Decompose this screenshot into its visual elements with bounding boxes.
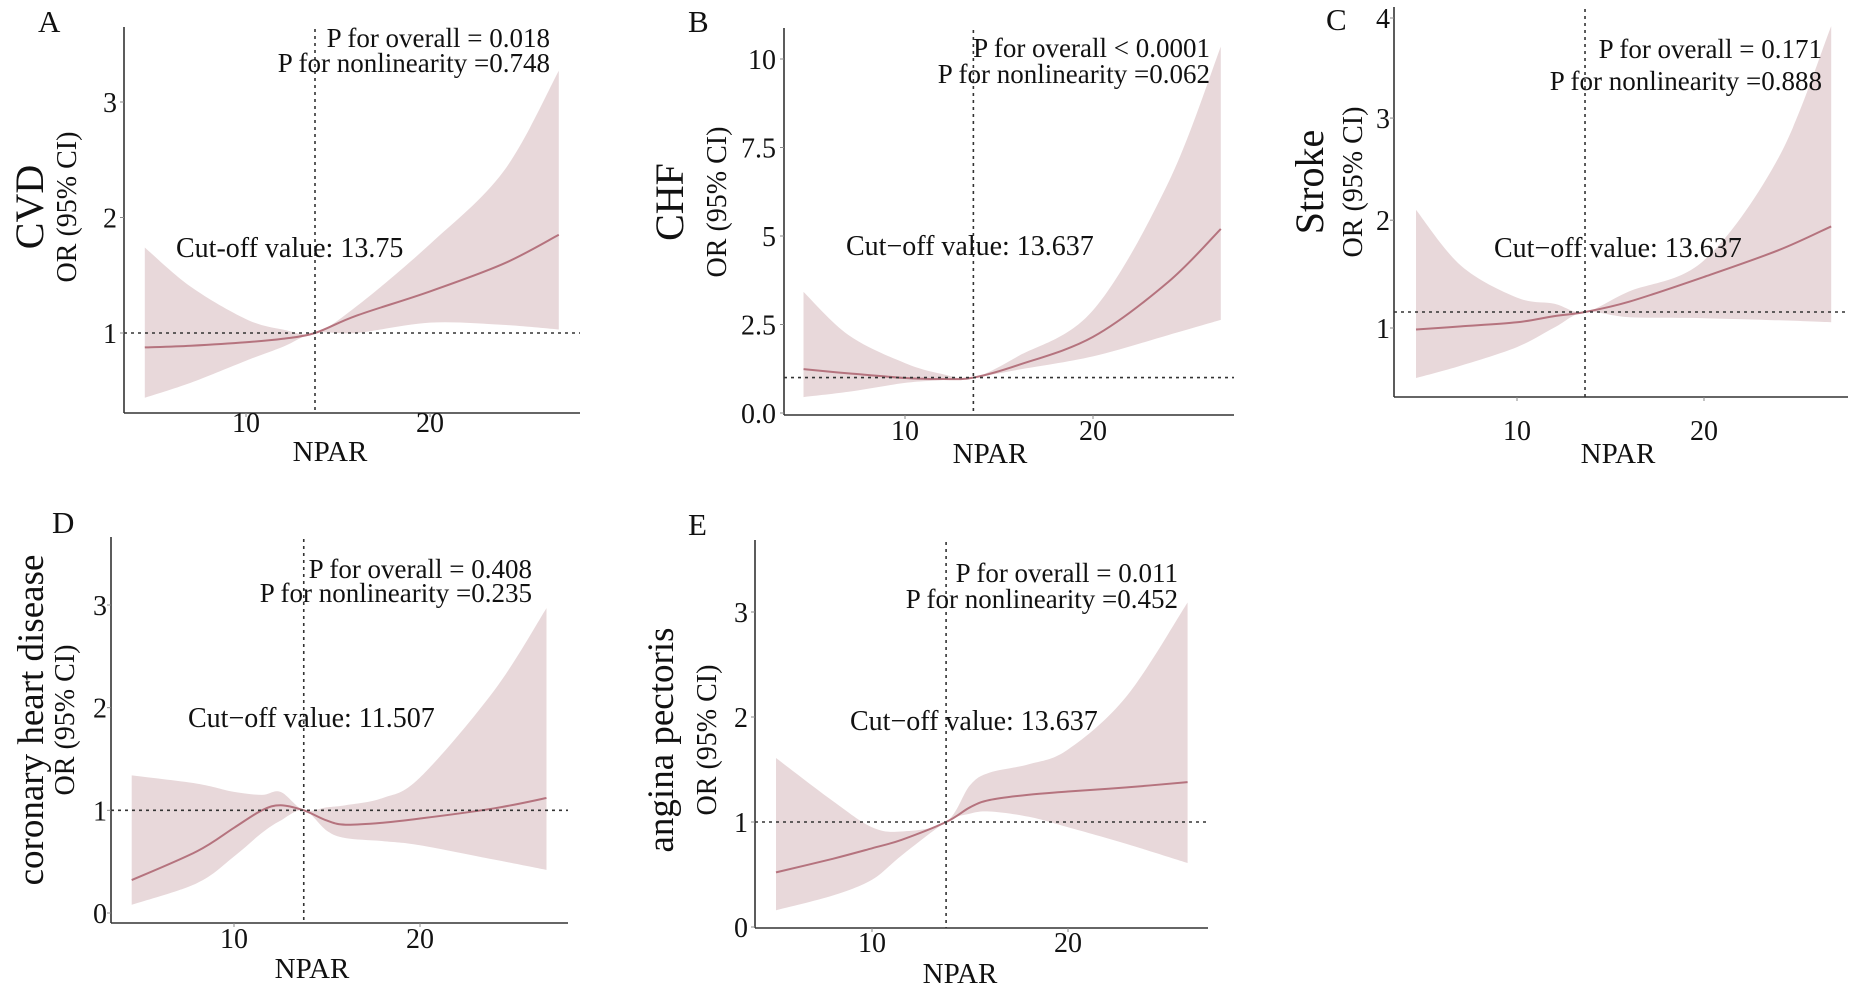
y-tick-label: 0 bbox=[734, 913, 748, 944]
x-tick-label: 20 bbox=[416, 408, 444, 439]
p-overall-text: P for overall = 0.011 bbox=[956, 558, 1178, 588]
x-tick-label: 10 bbox=[232, 408, 260, 439]
y-tick-label: 3 bbox=[1376, 104, 1390, 135]
p-nonlinearity-text: P for nonlinearity =0.748 bbox=[278, 48, 550, 78]
outcome-label: CHF bbox=[647, 163, 692, 241]
panel-letter: D bbox=[52, 505, 74, 540]
x-tick-label: 20 bbox=[1079, 416, 1107, 447]
panel-letter: B bbox=[688, 4, 709, 39]
y-tick-label: 7.5 bbox=[741, 134, 776, 165]
outcome-label: Stroke bbox=[1287, 130, 1332, 234]
y-tick-label: 3 bbox=[93, 591, 107, 622]
y-axis-title: OR (95% CI) bbox=[1338, 107, 1369, 258]
y-tick-label: 1 bbox=[93, 796, 107, 827]
x-tick-label: 20 bbox=[1690, 416, 1718, 447]
x-tick-label: 10 bbox=[220, 924, 248, 955]
confidence-band bbox=[131, 608, 547, 905]
outcome-label: CVD bbox=[7, 165, 52, 249]
p-overall-text: P for overall = 0.018 bbox=[327, 23, 550, 53]
x-axis-title: NPAR bbox=[923, 958, 998, 990]
or-curve bbox=[803, 228, 1222, 381]
y-tick-label: 2 bbox=[1376, 206, 1390, 237]
y-tick-label: 1 bbox=[1376, 314, 1390, 345]
y-tick-label: 3 bbox=[734, 598, 748, 629]
y-tick-label: 2 bbox=[103, 204, 117, 235]
p-nonlinearity-text: P for nonlinearity =0.888 bbox=[1550, 66, 1822, 96]
panel-letter: E bbox=[688, 507, 707, 542]
y-axis-title: OR (95% CI) bbox=[702, 127, 733, 278]
confidence-band bbox=[1416, 26, 1832, 379]
x-tick-label: 10 bbox=[891, 416, 919, 447]
cutoff-value-text: Cut−off value: 13.637 bbox=[846, 231, 1094, 262]
p-overall-text: P for overall < 0.0001 bbox=[973, 33, 1210, 63]
p-nonlinearity-text: P for nonlinearity =0.452 bbox=[906, 584, 1178, 614]
y-tick-label: 2 bbox=[734, 703, 748, 734]
y-tick-label: 4 bbox=[1376, 4, 1390, 35]
outcome-label: angina pectoris bbox=[641, 628, 682, 853]
y-axis-title: OR (95% CI) bbox=[52, 132, 83, 283]
cutoff-value-text: Cut-off value: 13.75 bbox=[176, 233, 403, 264]
y-tick-label: 2 bbox=[93, 694, 107, 725]
outcome-label: coronary heart disease bbox=[11, 555, 52, 886]
x-axis-title: NPAR bbox=[1581, 438, 1656, 470]
x-axis-title: NPAR bbox=[953, 438, 1028, 470]
or-curve bbox=[131, 797, 547, 882]
y-tick-label: 5 bbox=[762, 222, 776, 253]
y-axis-title: OR (95% CI) bbox=[50, 645, 81, 796]
y-tick-label: 1 bbox=[734, 808, 748, 839]
panel-b: 10 20 0.0 2.5 5 7.5 10 B P for overall < 0.0001P… bbox=[647, 4, 1234, 470]
x-tick-label: 20 bbox=[1054, 928, 1082, 959]
p-nonlinearity-text: P for nonlinearity =0.235 bbox=[260, 578, 532, 608]
cutoff-value-text: Cut−off value: 11.507 bbox=[188, 703, 435, 734]
x-axis-title: NPAR bbox=[275, 953, 350, 985]
confidence-band bbox=[776, 602, 1188, 911]
p-nonlinearity-text: P for nonlinearity =0.062 bbox=[938, 59, 1210, 89]
x-tick-label: 10 bbox=[1503, 416, 1531, 447]
y-axis-title: OR (95% CI) bbox=[692, 665, 723, 816]
or-curve bbox=[775, 781, 1188, 874]
panel-letter: C bbox=[1326, 2, 1347, 37]
x-tick-label: 20 bbox=[406, 924, 434, 955]
x-axis-title: NPAR bbox=[293, 436, 368, 468]
y-tick-label: 0.0 bbox=[741, 399, 776, 430]
y-tick-label: 10 bbox=[748, 45, 776, 76]
cutoff-value-text: Cut−off value: 13.637 bbox=[1494, 233, 1742, 264]
p-overall-text: P for overall = 0.408 bbox=[309, 554, 532, 584]
p-overall-text: P for overall = 0.171 bbox=[1599, 34, 1822, 64]
y-tick-label: 3 bbox=[103, 88, 117, 119]
cutoff-value-text: Cut−off value: 13.637 bbox=[850, 706, 1098, 737]
x-tick-label: 10 bbox=[858, 928, 886, 959]
confidence-band bbox=[144, 70, 559, 398]
y-tick-label: 1 bbox=[103, 319, 117, 350]
y-tick-label: 2.5 bbox=[741, 311, 776, 342]
panel-letter: A bbox=[38, 4, 61, 39]
y-tick-label: 0 bbox=[93, 899, 107, 930]
confidence-band bbox=[803, 46, 1221, 398]
